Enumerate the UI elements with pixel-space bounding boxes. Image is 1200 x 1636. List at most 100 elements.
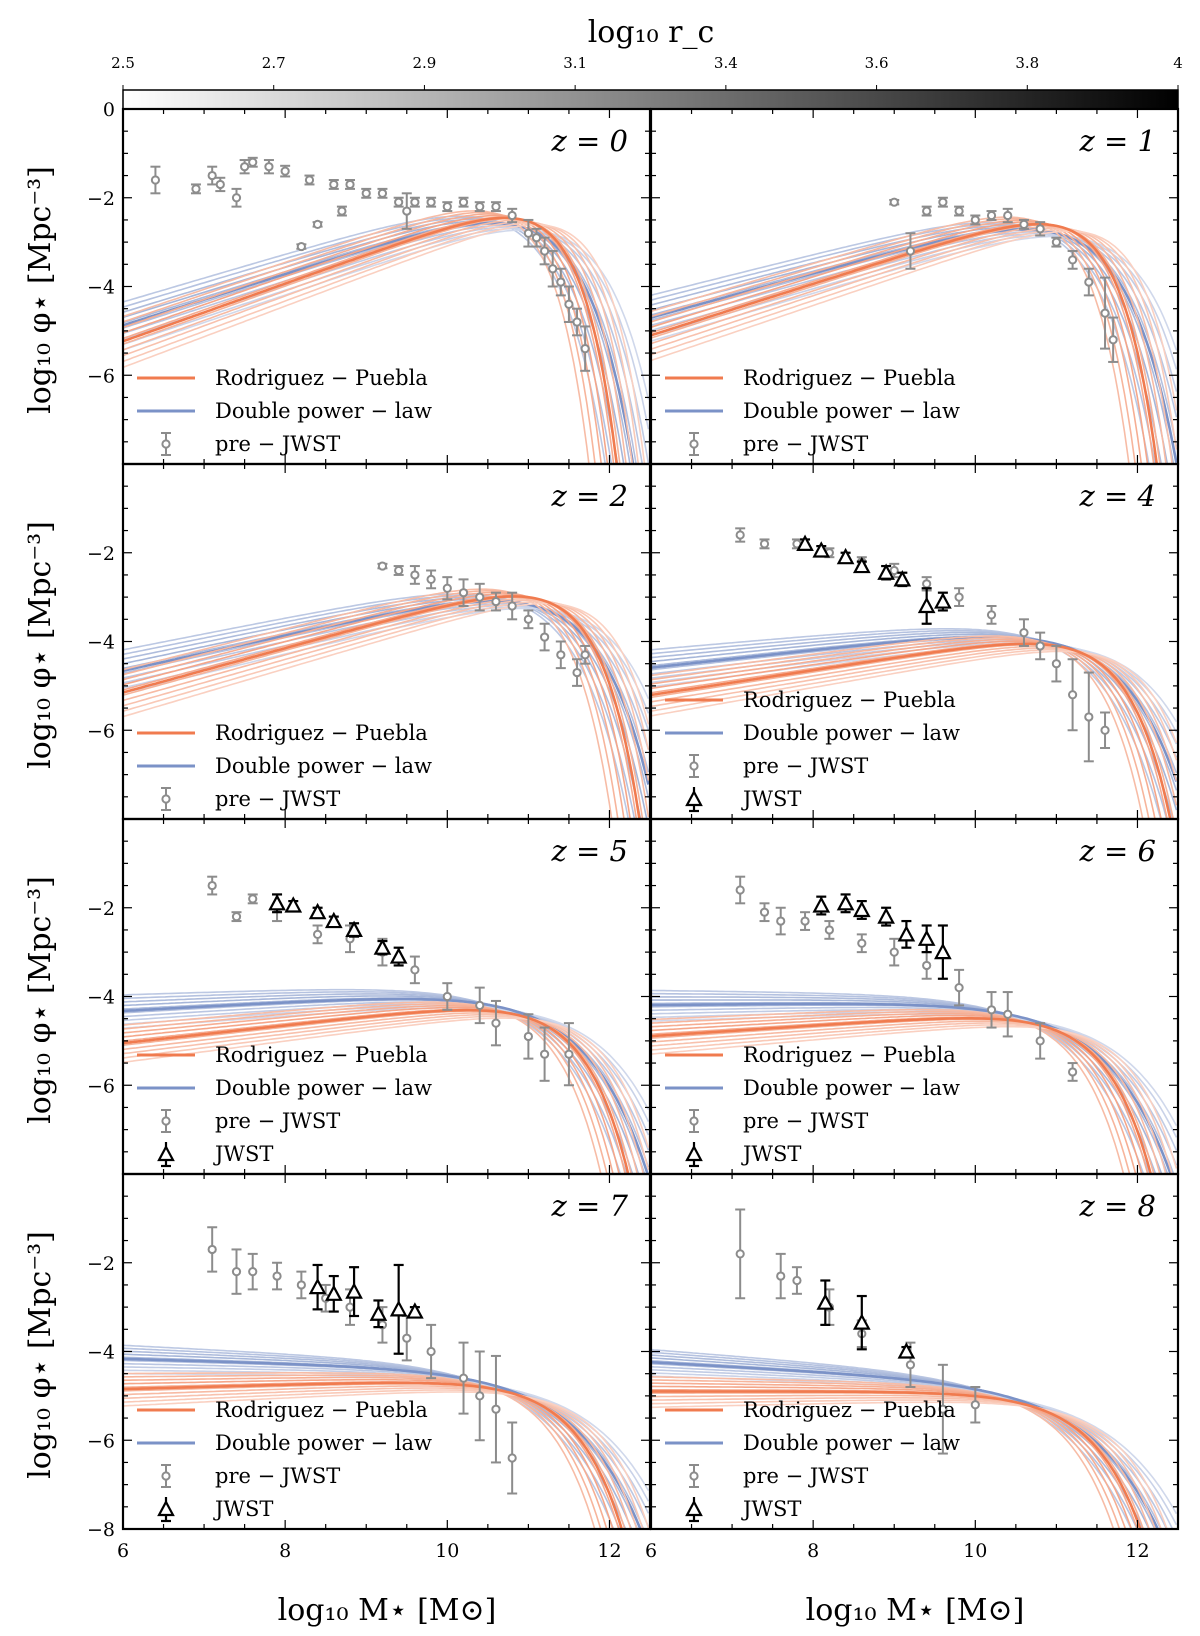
pre-jwst-point (345, 179, 355, 190)
pre-jwst-point (1068, 690, 1078, 700)
model-curves (123, 1344, 650, 1529)
legend-label-jwst: JWST (741, 1142, 801, 1166)
legend-label-pre: pre − JWST (215, 1464, 340, 1488)
pre-jwst-point (426, 197, 436, 207)
jwst-point (917, 929, 936, 946)
redshift-label: z = 4 (1079, 479, 1156, 513)
colorbar-tick-label: 2.7 (262, 54, 286, 72)
pre-jwst-point (905, 1360, 916, 1370)
panel-z-5: −2 −4 −6 z = 5 Rodriguez − Puebla Double powe… (87, 817, 652, 1176)
jwst-point (852, 556, 871, 574)
pre-jwst-point (938, 197, 948, 207)
jwst-point (836, 547, 855, 565)
legend-label-pre: pre − JWST (743, 1464, 868, 1488)
pre-jwst-point (296, 1280, 306, 1290)
jwst-point (934, 942, 952, 960)
pre-jwst-point (776, 916, 786, 926)
jwst-point (852, 1313, 871, 1330)
pre-jwst-point (248, 1267, 258, 1277)
double-power-law-ensemble-curve (123, 1344, 615, 1529)
pre-jwst-point (954, 592, 964, 602)
pre-jwst-point (986, 1005, 997, 1015)
jwst-points (308, 1263, 424, 1355)
x-tick-label: 8 (807, 1540, 819, 1562)
jwst-point (812, 896, 831, 913)
double-power-law-ensemble-curve (651, 1365, 1168, 1529)
rodriguez-puebla-ensemble-curve (651, 1394, 1151, 1529)
legend-swatch-pre (161, 439, 171, 449)
y-ticks (651, 108, 1178, 465)
legend-label-pre: pre − JWST (743, 1109, 868, 1133)
y-tick-label: 0 (103, 99, 115, 121)
double-power-law-curve (651, 228, 1178, 464)
y-tick-label: −8 (87, 1519, 115, 1541)
pre-jwst-point (248, 157, 258, 167)
rodriguez-puebla-ensemble-curve (123, 1376, 608, 1529)
pre-jwst-point (735, 885, 745, 895)
rodriguez-puebla-ensemble-curve (123, 216, 615, 464)
pre-jwst-point (1035, 1036, 1045, 1046)
colorbar-gradient (122, 89, 1179, 110)
legend-label-rp: Rodriguez − Puebla (215, 721, 428, 745)
legend-label-dpl: Double power − law (215, 399, 432, 423)
legend-label-rp: Rodriguez − Puebla (215, 1398, 428, 1422)
rodriguez-puebla-curve (123, 216, 618, 464)
pre-jwst-point (207, 1244, 217, 1255)
legend-swatch-pre (161, 1471, 171, 1481)
rodriguez-puebla-ensemble-curve (651, 230, 1178, 411)
pre-jwst-point (857, 938, 867, 948)
legend-swatch-jwst (157, 1144, 175, 1162)
jwst-point (836, 893, 855, 911)
rodriguez-puebla-ensemble-curve (123, 1015, 650, 1171)
jwst-point (812, 541, 831, 558)
rodriguez-puebla-ensemble-curve (651, 637, 1150, 819)
pre-jwst-point (272, 1271, 282, 1281)
model-curves (123, 988, 650, 1174)
pre-jwst-point (1019, 219, 1029, 229)
pre-jwst-point (523, 614, 533, 624)
rodriguez-puebla-ensemble-curve (123, 210, 590, 464)
rodriguez-puebla-ensemble-curve (651, 1012, 1137, 1174)
redshift-label: z = 6 (1079, 834, 1156, 868)
model-curves (123, 588, 650, 819)
y-tick-label: −2 (87, 188, 115, 210)
legend: Rodriguez − Puebla Double power − law pre … (137, 1398, 432, 1523)
pre-jwst-point (1100, 308, 1110, 318)
pre-jwst-point (986, 210, 997, 221)
colorbar-tick-label: 4 (1173, 54, 1183, 72)
colorbar: 2.5 2.7 2.9 3.1 3.4 3.6 3.8 4 log₁₀ r_c (111, 15, 1183, 110)
legend: Rodriguez − Puebla Double power − law pre … (137, 366, 432, 456)
y-ticks: 0 −2 −4 −6 (87, 99, 650, 465)
pre-jwst-points (735, 875, 1078, 1082)
pre-jwst-point (523, 1031, 533, 1042)
rodriguez-puebla-ensemble-curve (651, 219, 1143, 464)
legend-label-pre: pre − JWST (215, 432, 340, 456)
pre-jwst-point (1084, 712, 1094, 722)
double-power-law-ensemble-curve (651, 1351, 1139, 1529)
pre-jwst-point (531, 233, 542, 243)
pre-jwst-point (264, 162, 274, 172)
rodriguez-puebla-ensemble-curve (651, 1382, 1127, 1529)
pre-jwst-point (824, 925, 834, 935)
rodriguez-puebla-ensemble-curve (123, 1013, 645, 1174)
panel-z-7: 6 8 10 12 −2 −4 −6 −8 z = 7 Rodriguez − Puebla Dou… (87, 1172, 652, 1562)
pre-jwst-point (1003, 1009, 1013, 1019)
colorbar-tick-label: 2.9 (412, 54, 436, 72)
pre-jwst-point (572, 317, 582, 327)
pre-jwst-point (1051, 659, 1061, 669)
pre-jwst-point (329, 179, 339, 190)
model-curves (651, 628, 1178, 819)
jwst-point (308, 902, 327, 920)
legend-label-pre: pre − JWST (215, 1109, 340, 1133)
colorbar-tick-label: 3.8 (1015, 54, 1039, 72)
pre-jwst-point (540, 632, 550, 642)
x-ticks: 6 8 10 12 (645, 1174, 1179, 1562)
jwst-point (796, 534, 814, 551)
pre-jwst-point (312, 219, 323, 229)
colorbar-tick-label: 2.5 (111, 54, 135, 72)
legend-swatch-jwst (685, 789, 703, 807)
pre-jwst-point (475, 1391, 485, 1401)
rodriguez-puebla-ensemble-curve (651, 224, 1161, 464)
pre-jwst-point (394, 565, 404, 576)
legend-label-dpl: Double power − law (215, 1431, 432, 1455)
